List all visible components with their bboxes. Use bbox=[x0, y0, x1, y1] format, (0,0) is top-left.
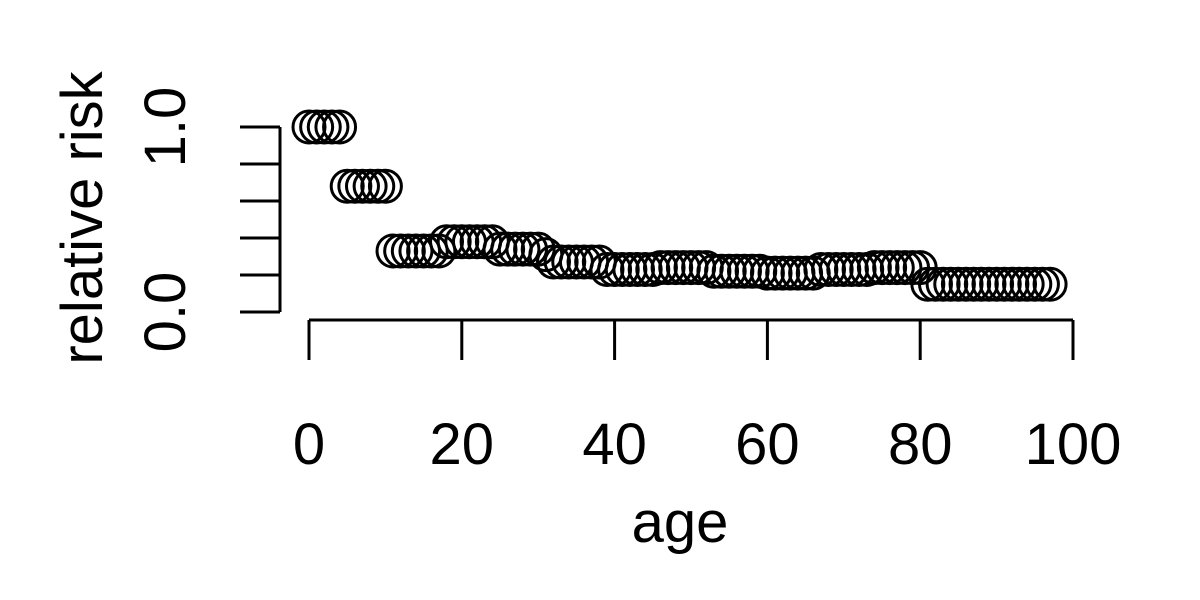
x-tick-label: 100 bbox=[1025, 412, 1122, 477]
x-tick-label: 40 bbox=[582, 412, 647, 477]
data-point bbox=[1024, 266, 1060, 302]
data-points bbox=[291, 109, 1068, 302]
y-axis-title: relative risk bbox=[50, 70, 115, 364]
data-point bbox=[299, 109, 335, 145]
data-point bbox=[360, 168, 396, 204]
data-point bbox=[306, 109, 342, 145]
data-point bbox=[352, 168, 388, 204]
data-point bbox=[344, 168, 380, 204]
data-point bbox=[505, 231, 541, 267]
data-point bbox=[367, 168, 403, 204]
data-point bbox=[1017, 266, 1053, 302]
data-point bbox=[1032, 266, 1068, 302]
y-tick-label: 1.0 bbox=[133, 87, 198, 168]
x-tick-label: 0 bbox=[293, 412, 325, 477]
data-point bbox=[314, 109, 350, 145]
x-tick-label: 80 bbox=[888, 412, 953, 477]
y-tick-label: 0.0 bbox=[133, 272, 198, 353]
data-point bbox=[1009, 266, 1045, 302]
x-tick-label: 20 bbox=[430, 412, 495, 477]
data-point bbox=[879, 250, 915, 286]
data-point bbox=[322, 109, 358, 145]
y-axis: 0.0 1.0 bbox=[133, 87, 282, 353]
x-axis: 0 20 40 60 80 100 bbox=[293, 318, 1122, 477]
x-tick-label: 60 bbox=[735, 412, 800, 477]
data-point bbox=[887, 250, 923, 286]
x-axis-title: age bbox=[632, 490, 729, 555]
